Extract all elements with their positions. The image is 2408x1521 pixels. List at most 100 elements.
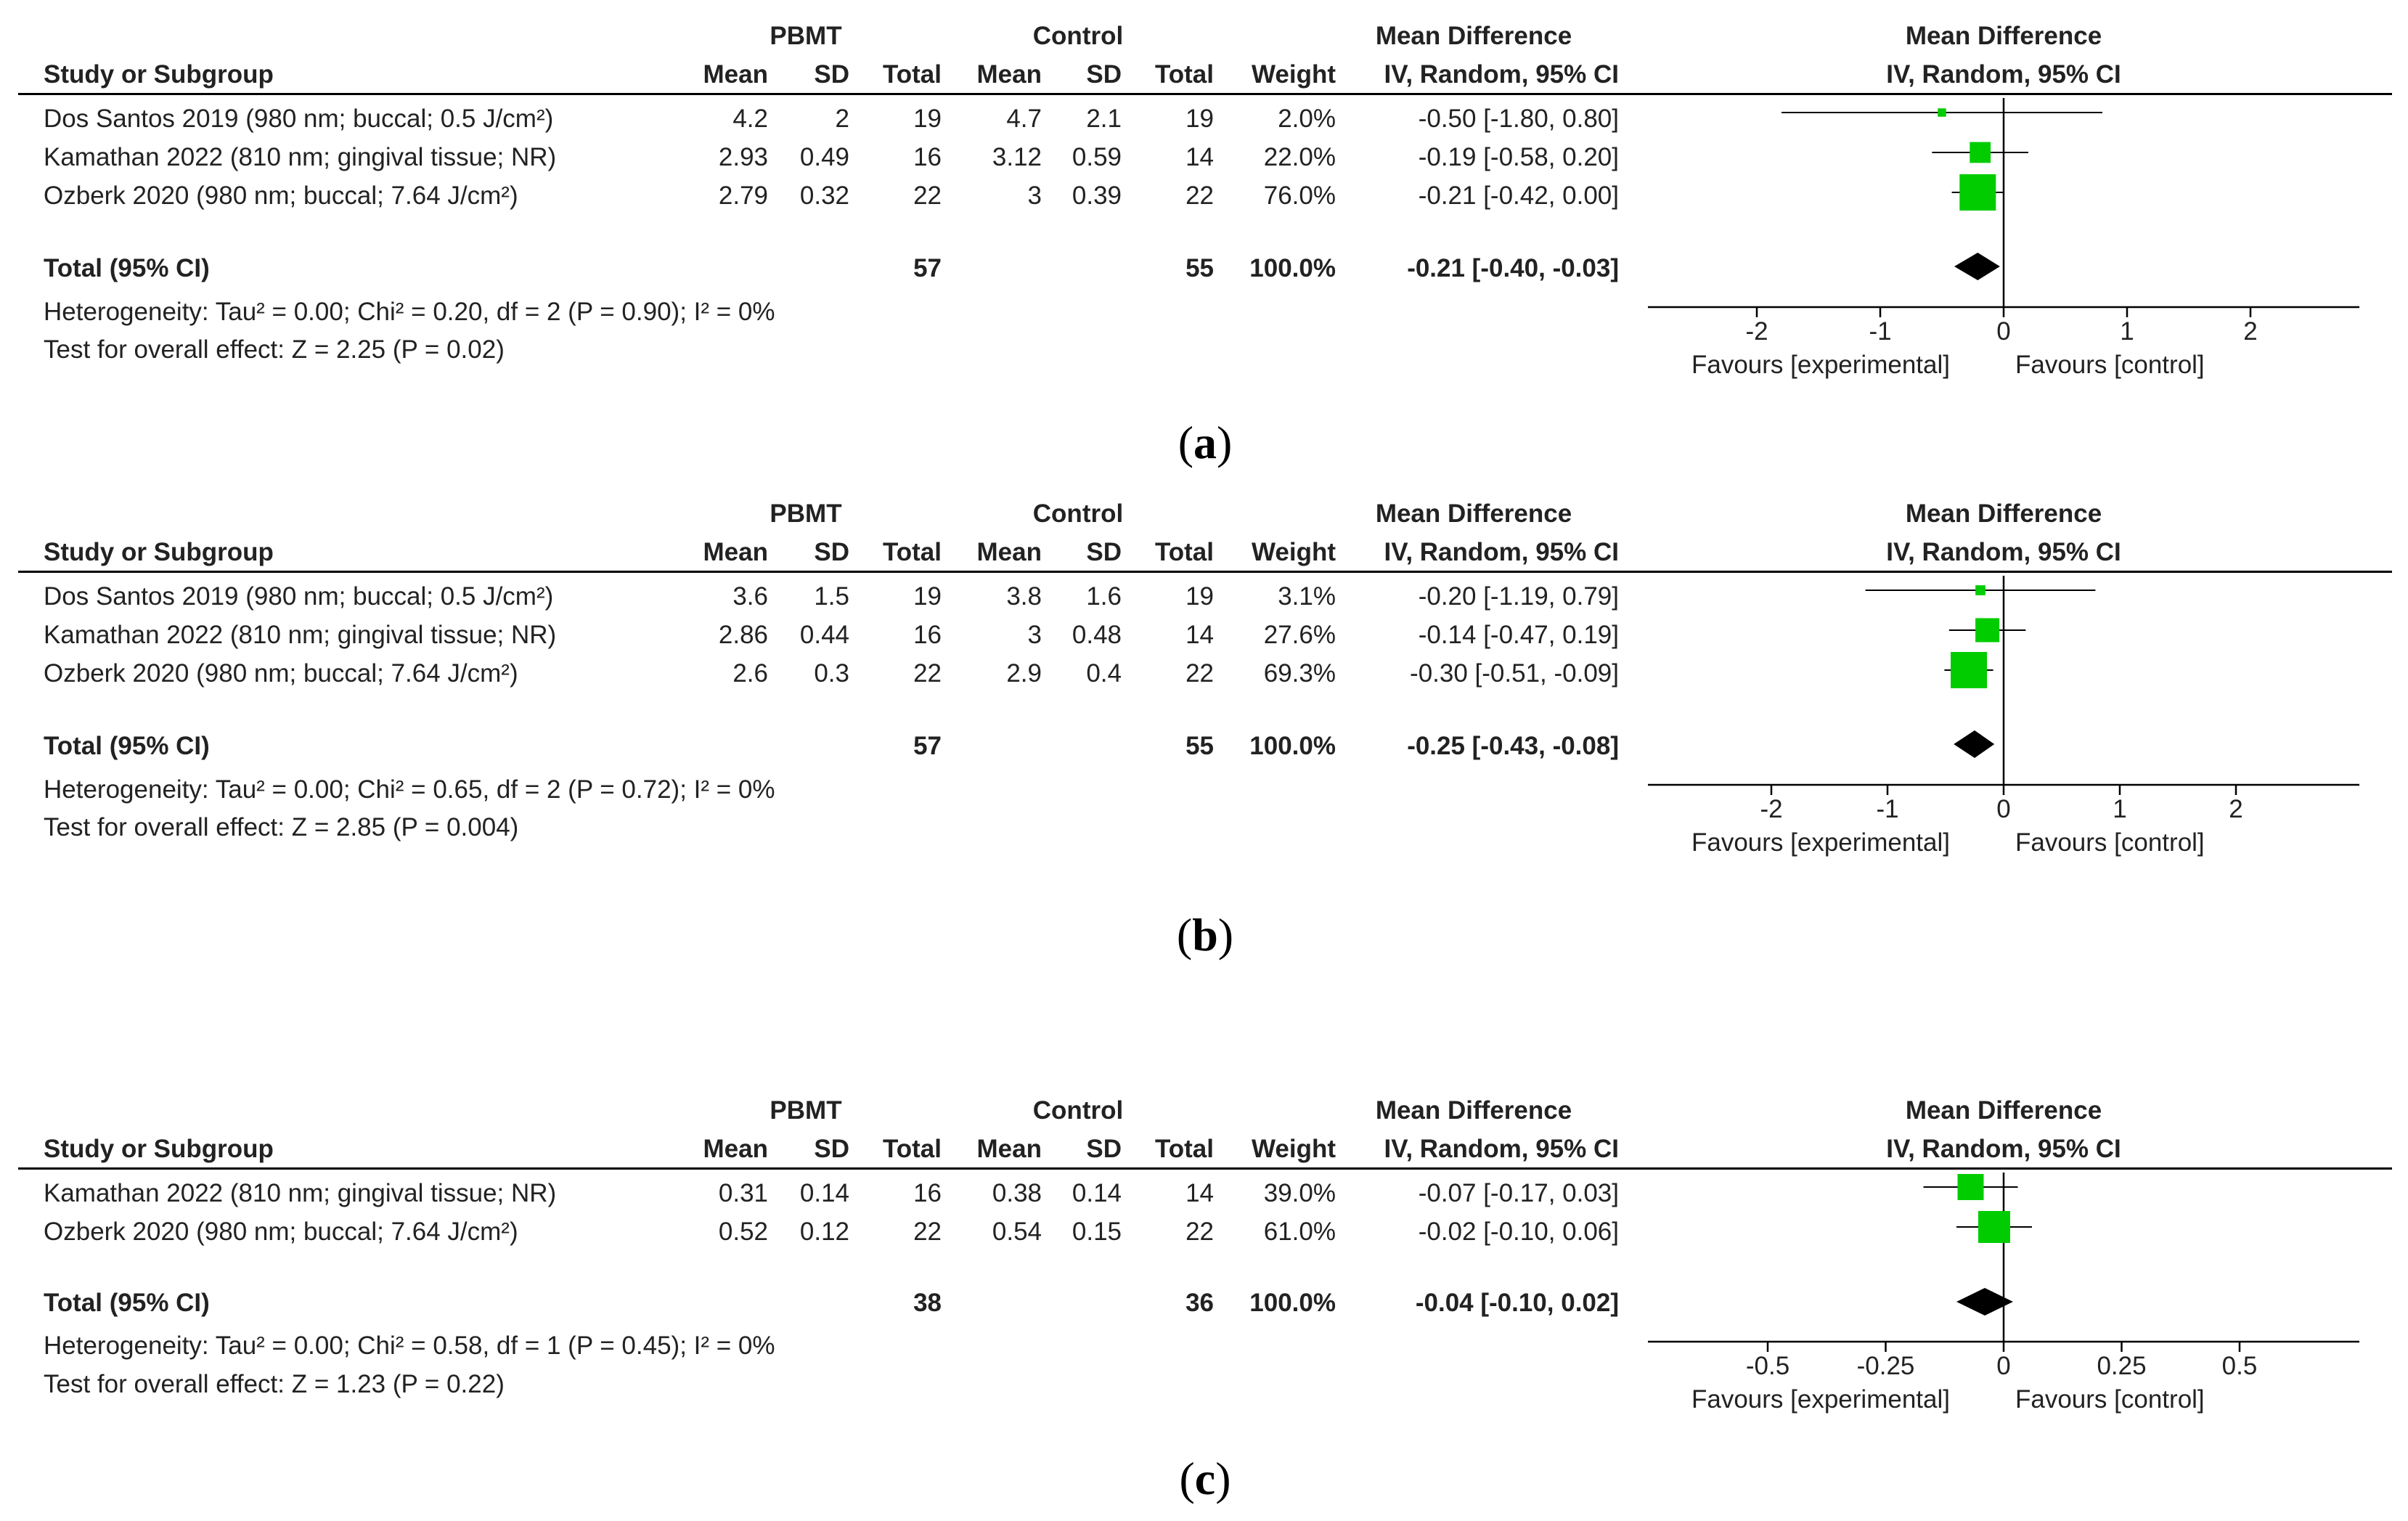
header-rule xyxy=(18,571,2392,573)
study-square xyxy=(1975,585,1985,595)
study-name: Kamathan 2022 (810 nm; gingival tissue; … xyxy=(44,1179,557,1207)
study-ci: -0.07 [-0.17, 0.03] xyxy=(1418,1179,1619,1207)
study-weight: 76.0% xyxy=(1263,182,1336,210)
forest-plot-panel-c: PBMT Control Mean Difference Mean Differ… xyxy=(0,1075,2408,1510)
header-pbmt-sd: SD xyxy=(814,538,849,566)
study-name: Kamathan 2022 (810 nm; gingival tissue; … xyxy=(44,621,557,649)
ctrl-total: 19 xyxy=(1185,105,1214,133)
forest-plot-c: -0.5 -0.25 0 0.25 0.5 xyxy=(1648,1173,2359,1380)
pbmt-total: 22 xyxy=(913,1218,942,1246)
header-rule xyxy=(18,93,2392,95)
pbmt-total: 19 xyxy=(913,582,942,611)
study-weight: 27.6% xyxy=(1263,621,1336,649)
forest-plot-panel-b: PBMT Control Mean Difference Mean Differ… xyxy=(0,478,2408,913)
ctrl-mean: 3.8 xyxy=(1006,582,1042,611)
study-name: Dos Santos 2019 (980 nm; buccal; 0.5 J/c… xyxy=(44,105,554,133)
panel-label-c: (c) xyxy=(1179,1453,1231,1504)
x-tick-label: 0.5 xyxy=(2222,1352,2258,1380)
pbmt-sd: 0.14 xyxy=(799,1179,849,1207)
header-pbmt: PBMT xyxy=(770,1096,842,1125)
header-ctrl-total: Total xyxy=(1154,60,1214,89)
ctrl-total: 19 xyxy=(1185,582,1214,611)
x-tick-label: 2 xyxy=(2243,317,2257,346)
header-pbmt: PBMT xyxy=(770,499,842,528)
ctrl-mean: 0.38 xyxy=(992,1179,1042,1207)
ctrl-mean: 3 xyxy=(1027,621,1042,649)
header-md-method: IV, Random, 95% CI xyxy=(1384,60,1619,89)
total-weight: 100.0% xyxy=(1249,732,1336,760)
forest-plot-a: -2 -1 0 1 2 xyxy=(1648,98,2359,346)
pbmt-total: 16 xyxy=(913,1179,942,1207)
study-name: Ozberk 2020 (980 nm; buccal; 7.64 J/cm²) xyxy=(44,1218,518,1246)
header-pbmt: PBMT xyxy=(770,22,842,50)
panel-letter: a xyxy=(1193,417,1217,468)
favours-control: Favours [control] xyxy=(2015,828,2205,857)
study-square xyxy=(1957,1174,1984,1200)
x-tick-label: 1 xyxy=(2120,317,2134,346)
x-tick-label: 0 xyxy=(1996,317,2010,346)
pbmt-sd: 0.49 xyxy=(799,143,849,171)
study-square xyxy=(1938,108,1946,117)
ctrl-total: 14 xyxy=(1185,621,1214,649)
study-weight: 3.1% xyxy=(1278,582,1336,611)
study-square xyxy=(1978,1211,2010,1243)
header-ctrl-sd: SD xyxy=(1086,538,1122,566)
ctrl-mean: 0.54 xyxy=(992,1218,1042,1246)
favours-experimental: Favours [experimental] xyxy=(1691,1385,1950,1414)
header-md-plot-method: IV, Random, 95% CI xyxy=(1886,60,2121,89)
pbmt-sd: 2 xyxy=(835,105,849,133)
ctrl-total: 22 xyxy=(1185,1218,1214,1246)
pbmt-mean: 2.86 xyxy=(718,621,768,649)
header-control: Control xyxy=(1032,1096,1124,1125)
pooled-diamond xyxy=(1954,253,2000,280)
header-md-title: Mean Difference xyxy=(1375,499,1572,528)
pbmt-total-sum: 38 xyxy=(913,1289,942,1317)
forest-plot-b: -2 -1 0 1 2 xyxy=(1648,576,2359,823)
favours-control: Favours [control] xyxy=(2015,351,2205,379)
study-square xyxy=(1959,174,1996,211)
pbmt-sd: 0.32 xyxy=(799,182,849,210)
pbmt-mean: 2.6 xyxy=(732,659,768,688)
x-tick-label: 0 xyxy=(1996,1352,2010,1380)
ctrl-mean: 3 xyxy=(1027,182,1042,210)
header-weight: Weight xyxy=(1251,60,1336,89)
pbmt-total: 16 xyxy=(913,621,942,649)
header-md-plot-title: Mean Difference xyxy=(1905,499,2102,528)
favours-experimental: Favours [experimental] xyxy=(1691,828,1950,857)
header-pbmt-sd: SD xyxy=(814,1135,849,1163)
study-weight: 39.0% xyxy=(1263,1179,1336,1207)
header-ctrl-mean: Mean xyxy=(976,60,1042,89)
ctrl-mean: 2.9 xyxy=(1006,659,1042,688)
total-label: Total (95% CI) xyxy=(44,732,210,760)
header-md-plot-title: Mean Difference xyxy=(1905,1096,2102,1125)
ctrl-total: 22 xyxy=(1185,659,1214,688)
header-md-title: Mean Difference xyxy=(1375,1096,1572,1125)
header-pbmt-mean: Mean xyxy=(703,60,768,89)
ctrl-sd: 0.4 xyxy=(1086,659,1122,688)
favours-experimental: Favours [experimental] xyxy=(1691,351,1950,379)
heterogeneity-text: Heterogeneity: Tau² = 0.00; Chi² = 0.58,… xyxy=(44,1332,775,1360)
x-tick-label: 0 xyxy=(1996,795,2010,823)
study-ci: -0.19 [-0.58, 0.20] xyxy=(1418,143,1619,171)
ctrl-total-sum: 55 xyxy=(1185,254,1214,282)
x-tick-label: 1 xyxy=(2113,795,2126,823)
pbmt-sd: 0.3 xyxy=(814,659,849,688)
header-md-plot-method: IV, Random, 95% CI xyxy=(1886,1135,2121,1163)
study-name: Dos Santos 2019 (980 nm; buccal; 0.5 J/c… xyxy=(44,582,554,611)
header-md-title: Mean Difference xyxy=(1375,22,1572,50)
favours-control: Favours [control] xyxy=(2015,1385,2205,1414)
pbmt-total: 16 xyxy=(913,143,942,171)
study-square xyxy=(1951,652,1987,688)
x-tick-label: -1 xyxy=(1869,317,1891,346)
header-md-plot-title: Mean Difference xyxy=(1905,22,2102,50)
x-tick-label: -0.25 xyxy=(1857,1352,1915,1380)
forest-plot-panel-a: PBMT Control Mean Difference Mean Differ… xyxy=(0,0,2408,436)
pbmt-sd: 1.5 xyxy=(814,582,849,611)
header-ctrl-sd: SD xyxy=(1086,60,1122,89)
study-weight: 69.3% xyxy=(1263,659,1336,688)
header-weight: Weight xyxy=(1251,538,1336,566)
header-pbmt-total: Total xyxy=(882,538,942,566)
study-ci: -0.50 [-1.80, 0.80] xyxy=(1418,105,1619,133)
pbmt-total: 22 xyxy=(913,659,942,688)
heterogeneity-text: Heterogeneity: Tau² = 0.00; Chi² = 0.65,… xyxy=(44,775,775,804)
